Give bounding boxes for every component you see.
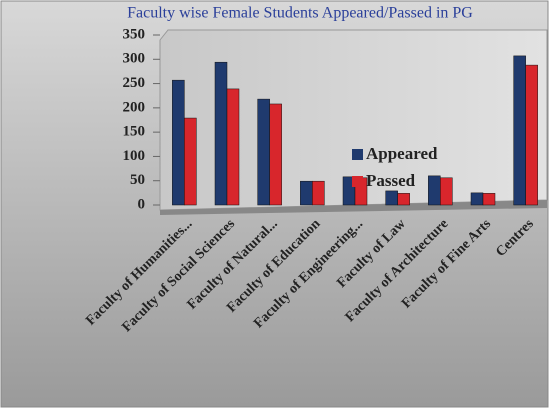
bar (470, 192, 484, 206)
y-tick-label: 0 (138, 196, 146, 212)
bar (397, 193, 410, 206)
y-tick-label: 250 (123, 75, 146, 91)
chart-title: Faculty wise Female Students Appeared/Pa… (127, 5, 473, 22)
bar (257, 98, 270, 206)
bar (440, 177, 453, 206)
bar (269, 103, 282, 206)
legend-swatch (352, 176, 363, 187)
y-tick-label: 300 (123, 51, 146, 67)
y-tick-label: 350 (123, 26, 146, 42)
bar (300, 180, 313, 206)
bar (428, 175, 441, 206)
bar (184, 117, 197, 206)
y-tick-label: 200 (123, 99, 146, 115)
legend-label: Appeared (366, 144, 438, 163)
legend-swatch (352, 149, 363, 160)
bar (525, 64, 538, 206)
bar (226, 88, 240, 206)
plot-wall (159, 29, 548, 211)
y-tick-label: 150 (123, 124, 146, 140)
bar (214, 61, 228, 206)
bar (172, 79, 185, 206)
y-tick-label: 50 (130, 172, 145, 188)
legend-label: Passed (366, 171, 416, 190)
bar (312, 180, 325, 206)
bar (482, 193, 496, 206)
bar (513, 55, 526, 206)
bar (385, 190, 398, 206)
y-tick-label: 100 (123, 148, 146, 164)
